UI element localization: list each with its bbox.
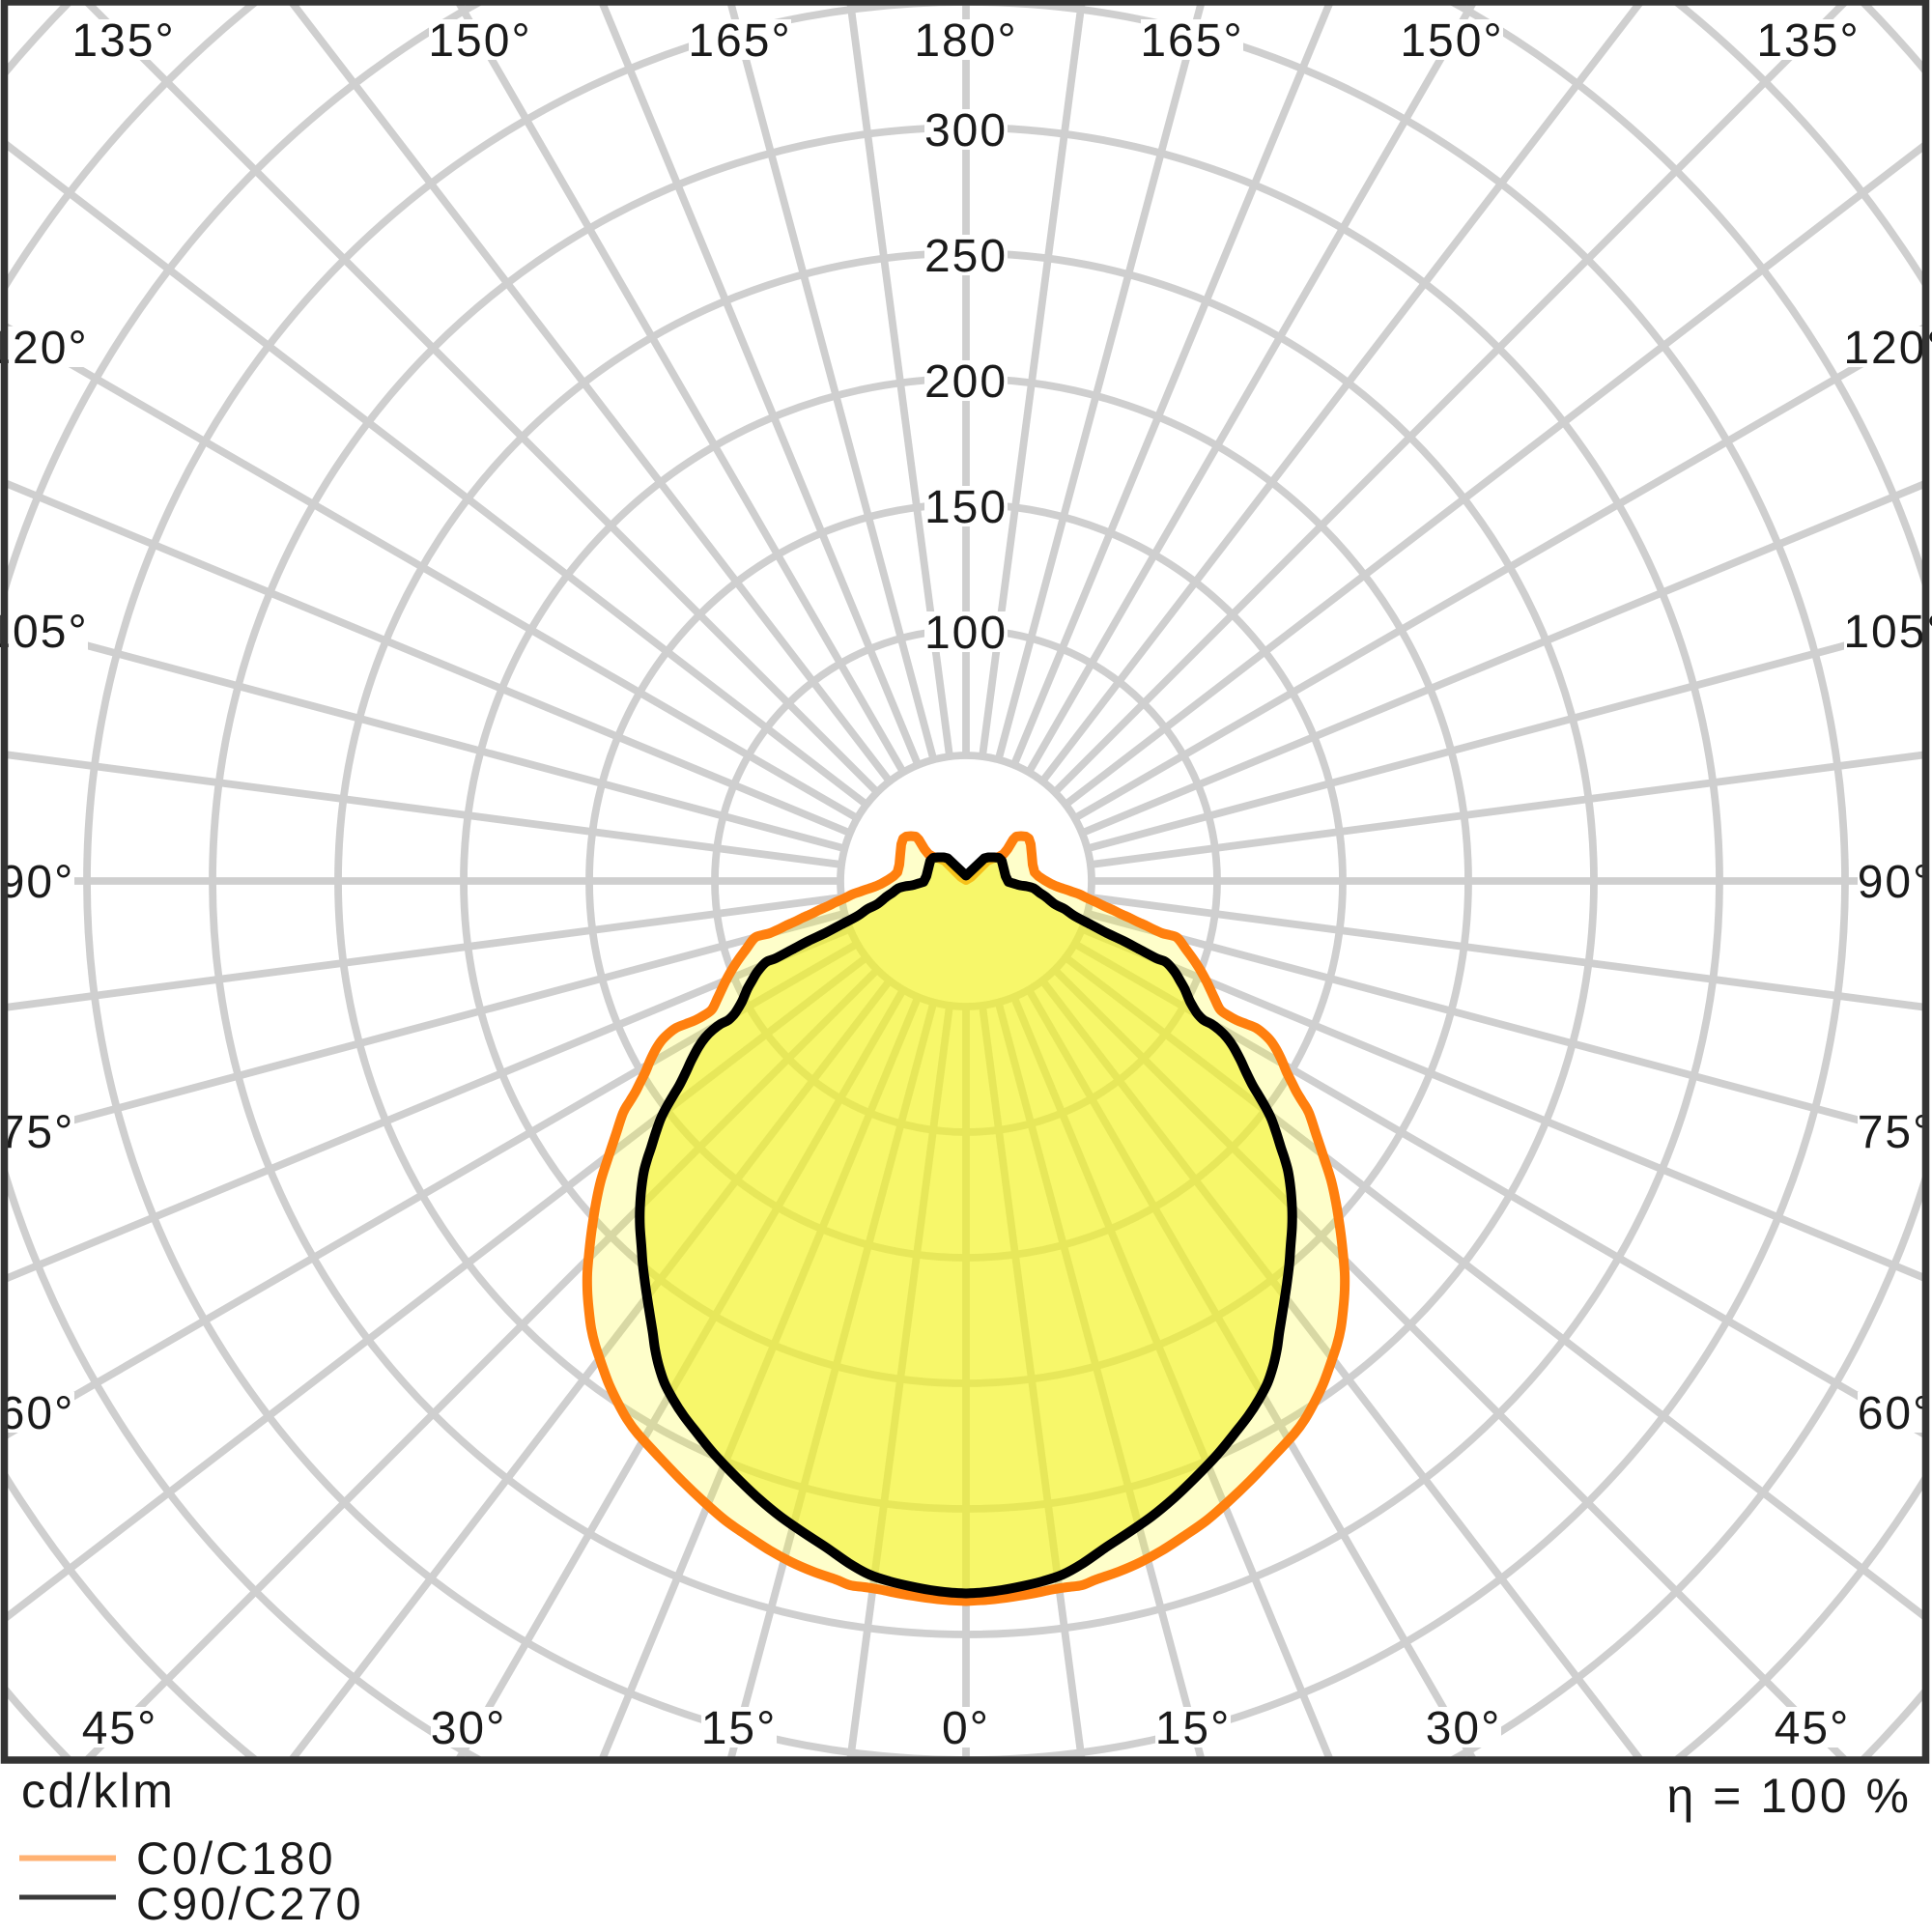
svg-text:η = 100 %: η = 100 %	[1666, 1769, 1912, 1823]
svg-text:150°: 150°	[428, 15, 531, 67]
svg-text:150°: 150°	[1400, 15, 1503, 67]
svg-text:0°: 0°	[942, 1703, 990, 1754]
svg-text:45°: 45°	[1775, 1703, 1851, 1754]
svg-text:30°: 30°	[1426, 1703, 1502, 1754]
svg-text:30°: 30°	[431, 1703, 507, 1754]
svg-text:180°: 180°	[914, 15, 1017, 67]
svg-text:250: 250	[924, 231, 1008, 282]
svg-text:165°: 165°	[688, 15, 791, 67]
svg-text:90°: 90°	[1858, 857, 1932, 908]
svg-text:120°: 120°	[0, 323, 89, 374]
svg-text:200: 200	[924, 356, 1008, 408]
svg-text:15°: 15°	[701, 1703, 778, 1754]
svg-text:105°: 105°	[1843, 607, 1932, 658]
svg-text:90°: 90°	[0, 857, 74, 908]
svg-text:135°: 135°	[71, 15, 175, 67]
svg-text:105°: 105°	[0, 607, 89, 658]
svg-text:15°: 15°	[1155, 1703, 1232, 1754]
svg-text:75°: 75°	[1858, 1107, 1932, 1158]
svg-text:C0/C180: C0/C180	[136, 1833, 336, 1884]
svg-text:120°: 120°	[1843, 323, 1932, 374]
svg-text:60°: 60°	[1858, 1388, 1932, 1439]
svg-text:300: 300	[924, 105, 1008, 156]
svg-text:150: 150	[924, 482, 1008, 533]
svg-text:165°: 165°	[1140, 15, 1243, 67]
svg-text:135°: 135°	[1756, 15, 1860, 67]
svg-text:cd/klm: cd/klm	[21, 1764, 175, 1818]
svg-text:45°: 45°	[82, 1703, 158, 1754]
svg-text:100: 100	[924, 608, 1008, 659]
svg-text:C90/C270: C90/C270	[136, 1878, 364, 1929]
svg-text:75°: 75°	[0, 1107, 74, 1158]
svg-text:60°: 60°	[0, 1388, 74, 1439]
